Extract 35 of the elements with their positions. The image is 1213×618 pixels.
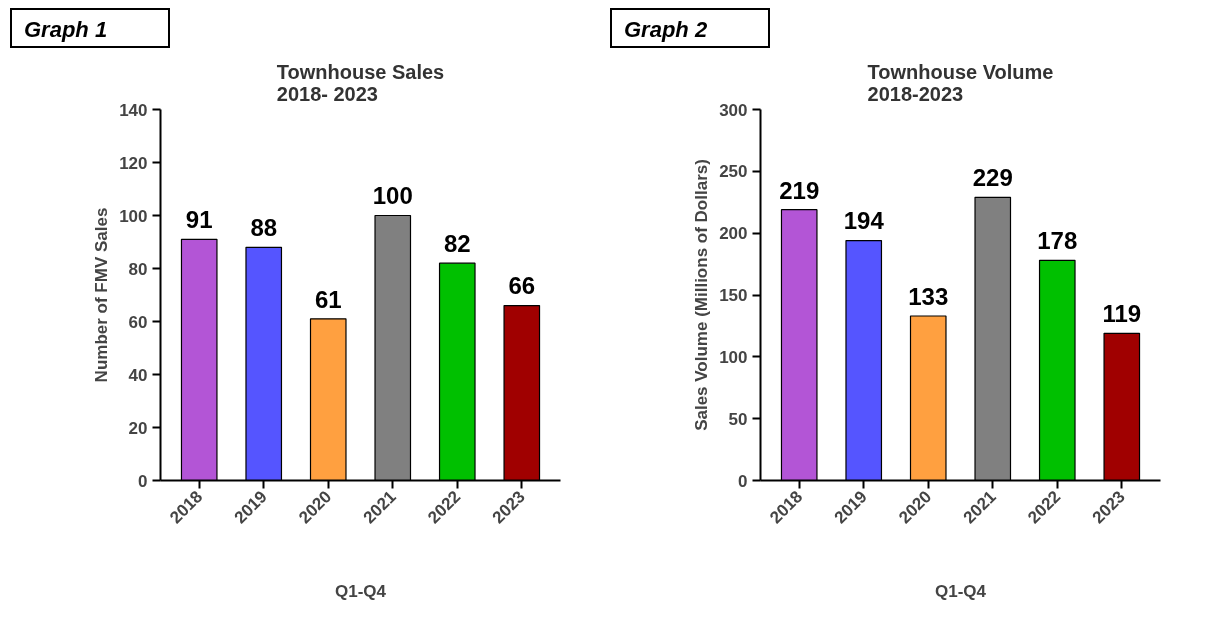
y-tick-label: 20 bbox=[128, 418, 148, 438]
data-label: 178 bbox=[1037, 227, 1078, 255]
data-label: 133 bbox=[908, 282, 949, 310]
y-tick-label: 120 bbox=[119, 153, 148, 173]
chart-title: Townhouse Sales 2018- 2023 bbox=[276, 60, 445, 105]
y-tick-label: 250 bbox=[719, 162, 748, 182]
y-tick-label: 0 bbox=[138, 471, 148, 491]
data-label: 61 bbox=[314, 285, 342, 313]
data-label: 91 bbox=[185, 206, 213, 234]
y-tick-label: 150 bbox=[719, 286, 748, 305]
data-label: 119 bbox=[1102, 300, 1142, 328]
x-axis-title: Q1-Q4 bbox=[934, 581, 987, 601]
y-tick-label: 100 bbox=[719, 347, 748, 367]
data-label: 194 bbox=[843, 207, 885, 235]
y-tick-label: 40 bbox=[128, 365, 148, 385]
y-tick-label: 50 bbox=[728, 409, 748, 429]
caption: Graph 1 bbox=[24, 16, 108, 44]
y-tick-label: 200 bbox=[719, 224, 748, 244]
chart-title: Townhouse Volume 2018-2023 bbox=[867, 60, 1054, 105]
y-tick-label: 100 bbox=[119, 206, 148, 226]
x-axis-title: Q1-Q4 bbox=[334, 581, 387, 601]
y-tick-label: 80 bbox=[128, 259, 148, 279]
y-tick-label: 140 bbox=[119, 100, 148, 120]
data-label: 219 bbox=[779, 176, 820, 204]
data-label: 66 bbox=[508, 272, 536, 300]
y-tick-label: 300 bbox=[719, 100, 748, 120]
y-tick-label: 60 bbox=[128, 312, 148, 332]
caption: Graph 2 bbox=[624, 16, 708, 44]
data-label: 88 bbox=[250, 214, 278, 242]
y-axis-title: Number of FMV Sales bbox=[92, 207, 112, 383]
y-tick-label: 0 bbox=[738, 471, 748, 491]
data-label: 100 bbox=[372, 182, 413, 210]
y-axis-title: Sales Volume (Millions of Dollars) bbox=[692, 159, 712, 431]
data-label: 82 bbox=[443, 230, 471, 258]
data-label: 229 bbox=[972, 164, 1013, 192]
